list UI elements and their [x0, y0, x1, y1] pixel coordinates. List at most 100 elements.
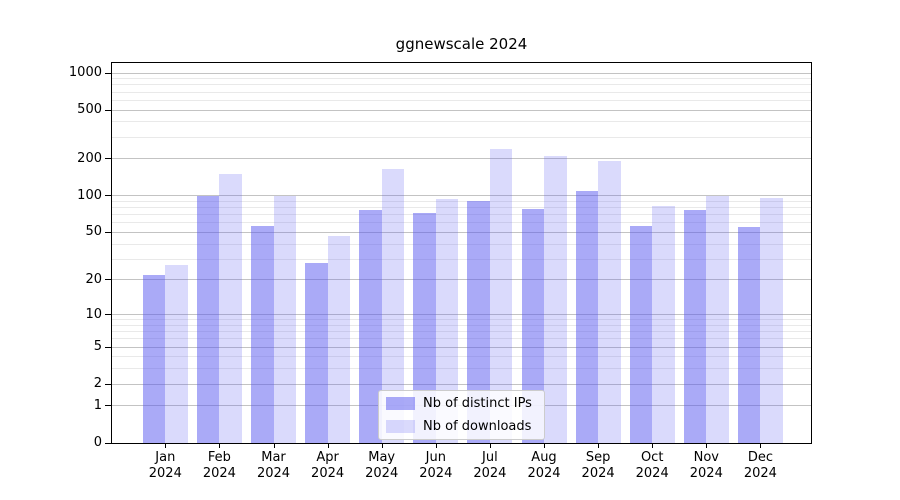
bar-nb-of-downloads-feb — [219, 174, 242, 443]
major-gridline — [112, 109, 811, 111]
x-tick-mark — [544, 444, 545, 448]
minor-gridline — [112, 84, 811, 86]
x-tick-month: Feb — [207, 450, 231, 465]
minor-gridline — [112, 222, 811, 224]
major-gridline — [112, 279, 811, 281]
x-tick-year: 2024 — [635, 466, 669, 481]
x-tick-label: Aug 2024 — [514, 450, 574, 482]
y-tick-mark — [105, 72, 111, 74]
y-tick-label: 5 — [93, 339, 102, 355]
x-tick-month: Aug — [531, 450, 557, 465]
minor-gridline — [112, 214, 811, 216]
legend-label-distinct-ips: Nb of distinct IPs — [423, 396, 532, 411]
bar-nb-of-distinct-ips-sep — [575, 190, 599, 443]
major-gridline — [112, 383, 811, 385]
x-tick-mark — [381, 444, 383, 448]
x-tick-month: Apr — [316, 450, 339, 465]
x-tick-mark — [489, 444, 491, 448]
x-tick-year: 2024 — [148, 466, 182, 481]
major-gridline — [112, 231, 811, 233]
bar-nb-of-distinct-ips-jan — [142, 275, 166, 443]
x-tick-month: Jul — [482, 450, 498, 465]
x-tick-month: Mar — [261, 450, 286, 465]
minor-gridline — [112, 356, 811, 358]
x-tick-year: 2024 — [473, 466, 507, 481]
bar-nb-of-downloads-jun — [435, 199, 459, 443]
x-tick-month: Oct — [640, 450, 664, 465]
y-tick-mark — [105, 383, 111, 385]
bar-nb-of-distinct-ips-jun — [413, 213, 436, 443]
x-tick-mark — [598, 444, 600, 448]
y-tick-label: 0 — [93, 435, 102, 450]
x-tick-month: May — [368, 450, 396, 465]
bar-nb-of-downloads-jan — [165, 264, 188, 443]
bar-nb-of-distinct-ips-mar — [251, 225, 274, 443]
x-tick-mark — [760, 444, 762, 448]
y-tick-label: 50 — [85, 224, 102, 240]
legend-label-downloads: Nb of downloads — [423, 419, 532, 434]
minor-gridline — [112, 243, 811, 245]
y-tick-label: 10 — [85, 306, 102, 322]
minor-gridline — [112, 200, 811, 202]
legend-swatch-downloads — [386, 420, 415, 433]
x-tick-year: 2024 — [689, 466, 723, 481]
x-tick-year: 2024 — [581, 466, 615, 481]
x-tick-label: Dec 2024 — [730, 450, 790, 482]
x-tick-label: Apr 2024 — [298, 450, 358, 482]
y-tick-mark — [105, 231, 111, 233]
major-gridline — [112, 158, 811, 160]
y-tick-mark — [105, 346, 111, 348]
bar-nb-of-downloads-may — [381, 169, 405, 443]
x-tick-mark — [435, 444, 437, 448]
x-tick-mark — [652, 444, 654, 448]
bar-nb-of-distinct-ips-dec — [737, 227, 761, 443]
major-gridline — [112, 314, 811, 316]
x-tick-month: Sep — [585, 450, 611, 465]
plot-area — [111, 62, 812, 444]
x-tick-month: Jun — [425, 450, 446, 465]
bar-nb-of-downloads-jul — [489, 149, 513, 443]
y-tick-mark — [105, 195, 111, 197]
y-tick-mark — [105, 109, 111, 111]
x-tick-mark — [327, 444, 329, 448]
x-tick-mark — [219, 444, 221, 448]
x-tick-label: Nov 2024 — [676, 450, 736, 482]
bar-nb-of-downloads-nov — [706, 195, 729, 443]
bar-nb-of-distinct-ips-may — [359, 209, 382, 443]
minor-gridline — [112, 99, 811, 101]
x-tick-label: May 2024 — [352, 450, 412, 482]
x-tick-year: 2024 — [527, 466, 561, 481]
legend: Nb of distinct IPs Nb of downloads — [378, 390, 545, 440]
y-tick-label: 2 — [93, 376, 102, 392]
x-tick-mark — [273, 444, 275, 448]
x-tick-label: Oct 2024 — [622, 450, 682, 482]
y-tick-mark — [105, 279, 111, 281]
major-gridline — [112, 195, 811, 197]
x-tick-mark — [706, 444, 708, 448]
major-gridline — [112, 346, 811, 348]
x-tick-label: Sep 2024 — [568, 450, 628, 482]
x-tick-year: 2024 — [256, 466, 291, 481]
legend-swatch-distinct-ips — [386, 397, 415, 410]
x-tick-year: 2024 — [311, 466, 345, 481]
minor-gridline — [112, 331, 811, 333]
x-tick-mark — [165, 444, 167, 448]
x-tick-label: Mar 2024 — [244, 450, 304, 482]
minor-gridline — [112, 121, 811, 123]
minor-gridline — [112, 338, 811, 340]
chart-title: ggnewscale 2024 — [395, 35, 528, 53]
x-tick-year: 2024 — [365, 466, 399, 481]
bar-nb-of-downloads-sep — [598, 161, 621, 443]
x-tick-month: Jan — [155, 450, 176, 465]
y-tick-label: 500 — [77, 102, 102, 118]
x-tick-label: Jul 2024 — [460, 450, 520, 482]
bar-nb-of-distinct-ips-jul — [467, 200, 490, 443]
x-tick-month: Dec — [747, 450, 773, 465]
minor-gridline — [112, 91, 811, 93]
y-tick-label: 1000 — [68, 65, 102, 80]
x-tick-year: 2024 — [743, 466, 777, 481]
x-tick-month: Nov — [693, 450, 719, 465]
bar-nb-of-distinct-ips-aug — [521, 209, 544, 443]
x-tick-label: Jun 2024 — [406, 450, 466, 482]
